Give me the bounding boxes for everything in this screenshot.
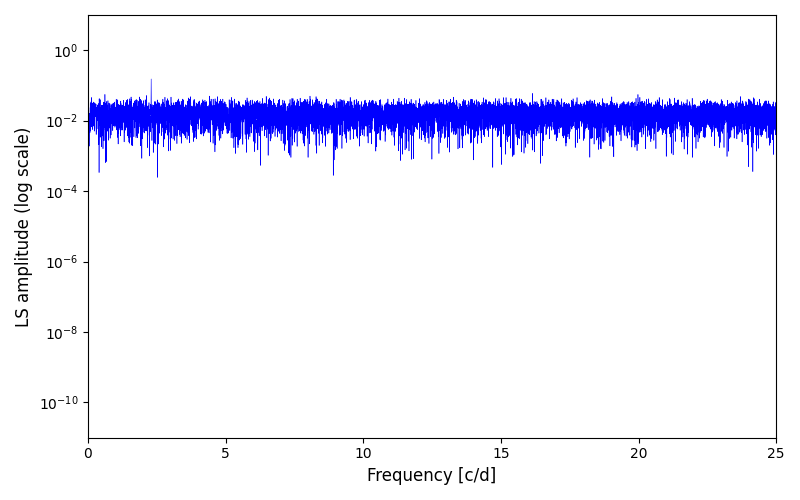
Y-axis label: LS amplitude (log scale): LS amplitude (log scale) <box>15 126 33 326</box>
X-axis label: Frequency [c/d]: Frequency [c/d] <box>367 467 497 485</box>
